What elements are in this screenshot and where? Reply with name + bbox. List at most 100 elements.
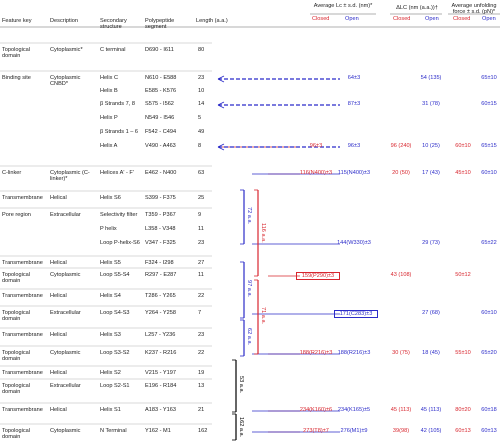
description: Extracellular	[50, 383, 81, 389]
polypeptide-segment: L257 - Y236	[145, 332, 176, 338]
description: Helical	[50, 195, 67, 201]
bracket-label: 116 a.a.	[260, 223, 266, 243]
secondary-structure: Helix S2	[100, 370, 121, 376]
delta-lc-open: 17 (43)	[422, 170, 440, 176]
delta-lc-open: 29 (73)	[422, 240, 440, 246]
feature-key: Pore region	[2, 212, 31, 218]
secondary-structure: Helix S6	[100, 195, 121, 201]
bracket-label: 72 a.a.	[246, 207, 252, 225]
lc-closed: 273(T8)±7	[303, 428, 329, 434]
arrow-head	[217, 78, 225, 83]
length: 162	[198, 428, 208, 434]
length: 23	[198, 75, 205, 81]
header-segment: Polypeptide segment	[145, 18, 175, 31]
delta-lc-open: 54 (135)	[420, 75, 442, 81]
description: Cytoplasmic*	[50, 47, 83, 53]
polypeptide-segment: D690 - I611	[145, 47, 174, 53]
force-open: 65±15	[481, 143, 497, 149]
lc-closed: 234(K160)±6	[299, 407, 333, 413]
force-open: 60±10	[481, 310, 497, 316]
header-force: Average unfolding force ± s.d. (pN)*	[451, 3, 497, 16]
feature-key: Binding site	[2, 75, 31, 81]
secondary-structure: Selectivity filter	[100, 212, 138, 218]
polypeptide-segment: K237 - R216	[145, 350, 177, 356]
secondary-structure: Helix S1	[100, 407, 121, 413]
delta-lc-closed: 39(98)	[392, 428, 410, 434]
force-open: 60±18	[481, 407, 497, 413]
description: Cytoplasmic	[50, 350, 81, 356]
polypeptide-segment: E585 - K576	[145, 88, 177, 94]
polypeptide-segment: V215 - Y197	[145, 370, 176, 376]
polypeptide-segment: N549 - I546	[145, 115, 175, 121]
secondary-structure: Helix A	[100, 143, 118, 149]
arrow-head	[217, 104, 225, 109]
arrow-head	[217, 101, 225, 106]
length: 22	[198, 293, 205, 299]
header-feature: Feature key	[2, 18, 32, 24]
description: Extracellular	[50, 310, 81, 316]
feature-key: Transmembrane	[2, 195, 43, 201]
force-open: 60±10	[481, 170, 497, 176]
length: 9	[198, 212, 202, 218]
lc-closed: 188(R216)±3	[299, 350, 333, 356]
polypeptide-segment: A183 - Y163	[145, 407, 176, 413]
bracket-label: 53 a.a.	[238, 376, 244, 394]
description: Helical	[50, 260, 67, 266]
force-open: 65±22	[481, 240, 497, 246]
secondary-structure: Helix S5	[100, 260, 121, 266]
polypeptide-segment: S399 - F375	[145, 195, 176, 201]
header-closed: Closed	[453, 16, 471, 22]
description: Cytoplasmic	[50, 428, 81, 434]
description: Helical	[50, 293, 67, 299]
feature-key: Topological domain	[2, 47, 30, 60]
header-delta: ΔLC (nm (a.a.))†	[396, 5, 438, 11]
delta-lc-open: 18 (45)	[422, 350, 440, 356]
delta-lc-open: 45 (113)	[420, 407, 442, 413]
delta-lc-open: 42 (105)	[420, 428, 442, 434]
lc-open: 188(R216)±3	[337, 350, 371, 356]
secondary-structure: Loop S2-S1	[100, 383, 130, 389]
polypeptide-segment: L358 - V348	[145, 226, 176, 232]
length: 49	[198, 129, 205, 135]
delta-lc-open: 31 (78)	[422, 101, 440, 107]
delta-lc-open: 10 (25)	[422, 143, 440, 149]
arrow-head	[217, 143, 225, 148]
length: 13	[198, 383, 205, 389]
feature-key: Topological domain	[2, 428, 30, 441]
lc-open: 64±3	[347, 75, 361, 81]
secondary-structure: Loop S5-S4	[100, 272, 130, 278]
feature-key: Topological domain	[2, 310, 30, 323]
bracket-label: 71 a.a.	[260, 307, 266, 325]
force-closed: 45±10	[455, 170, 471, 176]
feature-key: Transmembrane	[2, 332, 43, 338]
secondary-structure: Helix P	[100, 115, 118, 121]
secondary-structure: Loop S4-S3	[100, 310, 130, 316]
length: 5	[198, 115, 202, 121]
bracket-label: 162 a.a.	[238, 417, 244, 438]
polypeptide-segment: N610 - E588	[145, 75, 177, 81]
description: Extracellular	[50, 212, 81, 218]
length: 25	[198, 195, 205, 201]
secondary-structure: P helix	[100, 226, 117, 232]
secondary-structure: Helix S3	[100, 332, 121, 338]
secondary-structure: β Strands 7, 8	[100, 101, 135, 107]
length: 21	[198, 407, 205, 413]
header-open: Open	[345, 16, 359, 22]
secondary-structure: Helix B	[100, 88, 118, 94]
description: Helical	[50, 370, 67, 376]
secondary-structure: Helix S4	[100, 293, 121, 299]
arrow-head	[217, 146, 225, 151]
polypeptide-segment: E462 - N400	[145, 170, 177, 176]
delta-lc-closed: 30 (75)	[392, 350, 410, 356]
polypeptide-segment: V347 - F325	[145, 240, 176, 246]
polypeptide-segment: E196 - R184	[145, 383, 177, 389]
polypeptide-segment: R297 - E287	[145, 272, 177, 278]
header-length: Length (a.a.)	[196, 18, 228, 24]
length: 11	[198, 272, 204, 278]
delta-lc-open: 27 (68)	[422, 310, 440, 316]
force-open: 60±13	[481, 428, 497, 434]
description: Helical	[50, 407, 67, 413]
polypeptide-segment: F542 - C494	[145, 129, 177, 135]
